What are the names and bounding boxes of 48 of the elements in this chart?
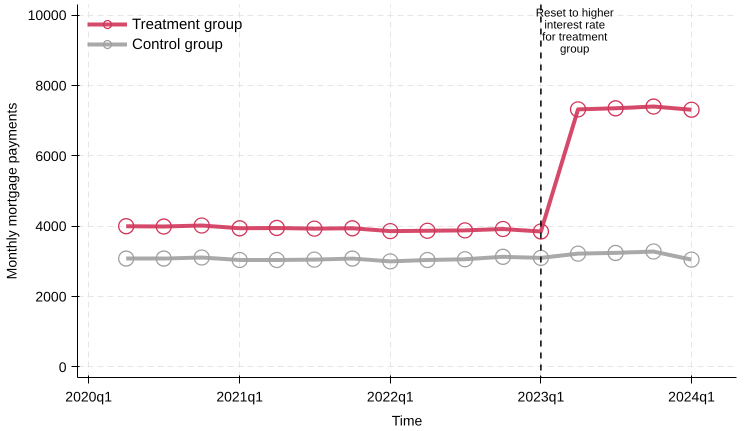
y-tick-label: 4000 [35, 218, 67, 234]
point [570, 101, 586, 118]
legend-label: Treatment group [132, 16, 242, 32]
point [419, 252, 436, 268]
point [494, 248, 512, 265]
point [419, 222, 436, 239]
point [532, 250, 550, 266]
y-tick-label: 8000 [35, 77, 67, 94]
x-tick-label: 2023q1 [518, 388, 564, 404]
x-axis-title: Time [392, 412, 423, 428]
x-tick-label: 2022q1 [366, 388, 414, 404]
point [456, 251, 474, 268]
point [683, 102, 700, 118]
point [232, 220, 248, 236]
x-tick-label: 2021q1 [216, 388, 264, 404]
y-tick-label: 0 [58, 358, 67, 375]
point [268, 252, 285, 268]
point [268, 220, 285, 236]
ref-line-label: Reset to higher interest rate for treatment group [536, 7, 614, 56]
point [532, 223, 550, 240]
x-tick-label: 2024q1 [668, 388, 716, 404]
point [382, 222, 398, 240]
y-tick-label: 6000 [35, 148, 67, 164]
point [607, 244, 624, 262]
point [118, 218, 134, 234]
point [118, 250, 134, 267]
point [344, 220, 360, 236]
y-tick-label: 10000 [28, 7, 67, 24]
point [456, 222, 474, 239]
point [607, 100, 624, 116]
point [683, 251, 700, 268]
point [344, 250, 360, 267]
point [645, 98, 662, 115]
point [494, 220, 512, 238]
point [382, 253, 398, 270]
point [156, 250, 172, 267]
point [306, 251, 323, 268]
point [232, 252, 248, 268]
legend-label: Control group [132, 36, 223, 52]
y-axis-title: Monthly mortgage payments [4, 102, 20, 280]
y-tick-label: 2000 [35, 288, 67, 305]
point [156, 218, 172, 235]
point [194, 217, 210, 234]
x-tick-label: 2020q1 [65, 388, 112, 404]
point [306, 220, 323, 237]
point [194, 249, 210, 266]
point [570, 246, 586, 262]
point [645, 243, 662, 260]
